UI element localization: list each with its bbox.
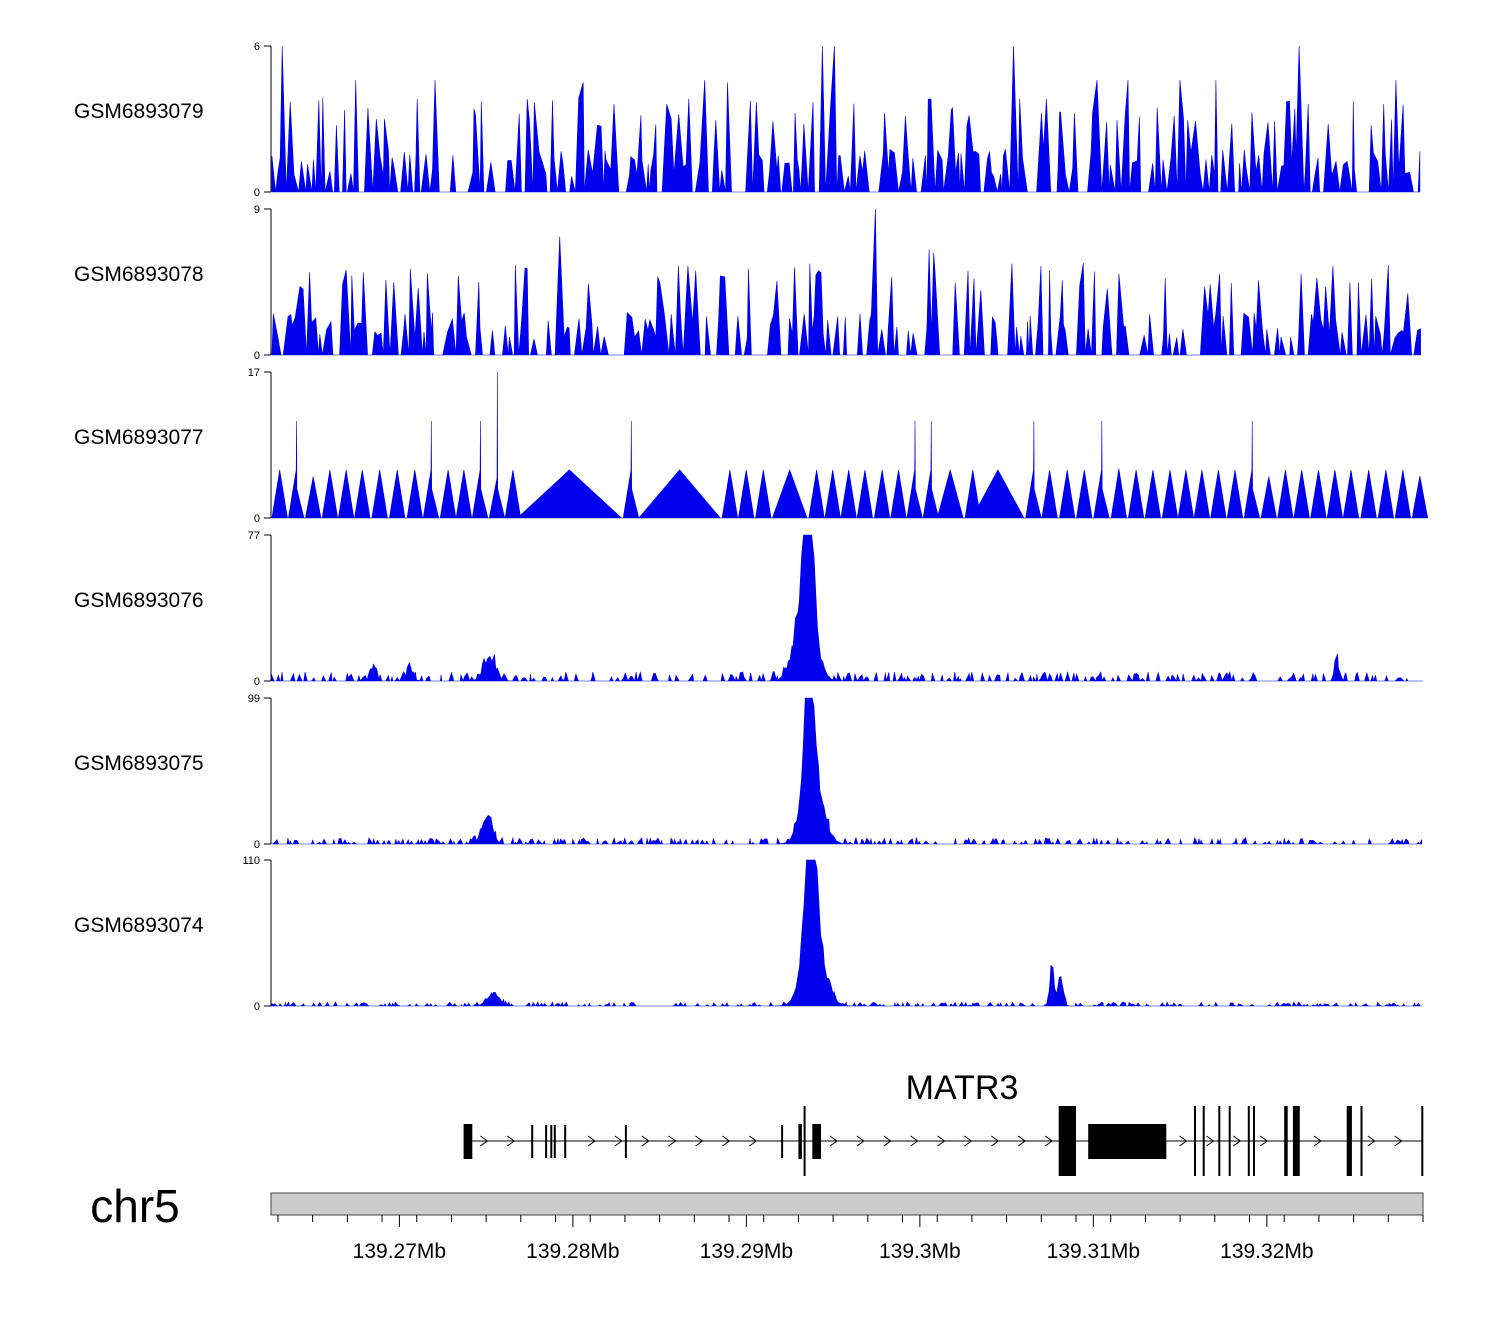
y-axis-min-label: 0	[254, 350, 260, 362]
y-axis-max-label: 17	[248, 367, 260, 379]
track-label: GSM6893076	[74, 589, 204, 612]
exon	[781, 1125, 784, 1158]
exon	[1292, 1106, 1300, 1176]
y-axis-min-label: 0	[254, 513, 260, 525]
y-axis-min-label: 0	[254, 839, 260, 851]
strand-arrow	[722, 1135, 731, 1147]
exon	[545, 1125, 548, 1158]
track-GSM6893076: GSM6893076 77 0	[74, 530, 1423, 688]
strand-arrow	[1313, 1135, 1322, 1147]
x-tick-label: 139.27Mb	[353, 1240, 446, 1263]
exon	[803, 1106, 806, 1176]
coverage-area	[271, 534, 1423, 683]
track-GSM6893075: GSM6893075 99 0	[74, 693, 1422, 851]
strand-arrow	[1044, 1135, 1053, 1147]
track-GSM6893079: GSM6893079 6 0	[74, 41, 1421, 199]
strand-arrow	[829, 1135, 838, 1147]
strand-arrow	[1367, 1135, 1376, 1147]
exon	[1284, 1106, 1288, 1176]
strand-arrow	[668, 1135, 677, 1147]
coverage-tracks: GSM689307960GSM689307890GSM6893077170GSM…	[74, 41, 1429, 1013]
strand-arrow	[1233, 1135, 1242, 1147]
y-axis-min-label: 0	[254, 187, 260, 199]
exon	[1421, 1106, 1424, 1176]
track-GSM6893078: GSM6893078 9 0	[74, 204, 1421, 362]
strand-arrow	[641, 1135, 650, 1147]
track-label: GSM6893077	[74, 426, 204, 449]
genome-axis-ticks: 139.27Mb 139.28Mb 139.29Mb 139.3Mb 139.31Mb 1…	[277, 1215, 1424, 1263]
track-label: GSM6893074	[74, 914, 204, 937]
exon	[550, 1125, 553, 1158]
coverage-area	[271, 45, 1421, 193]
exon	[1202, 1106, 1205, 1176]
y-axis-max-label: 6	[254, 41, 260, 53]
strand-arrow	[587, 1135, 596, 1147]
strand-arrow	[1259, 1135, 1269, 1147]
strand-arrow	[480, 1135, 489, 1147]
strand-arrow	[506, 1135, 516, 1147]
exon	[564, 1125, 567, 1158]
gene-annotation-track: MATR3	[463, 1069, 1424, 1176]
gene-name-label: MATR3	[906, 1069, 1019, 1107]
exon	[812, 1124, 821, 1159]
y-axis-min-label: 0	[254, 1001, 260, 1013]
strand-arrow	[614, 1135, 623, 1147]
x-tick-label: 139.28Mb	[526, 1240, 619, 1263]
y-axis-max-label: 9	[254, 204, 260, 216]
exon	[553, 1125, 556, 1158]
x-tick-label: 139.3Mb	[879, 1240, 961, 1263]
exon	[1058, 1106, 1076, 1176]
exon	[798, 1124, 802, 1159]
strand-arrow	[883, 1135, 892, 1147]
strand-arrow	[1017, 1135, 1027, 1147]
strand-arrow	[1394, 1135, 1403, 1147]
coverage-area	[271, 208, 1421, 356]
coverage-area	[271, 697, 1422, 846]
y-axis-min-label: 0	[254, 676, 260, 688]
strand-arrow	[964, 1135, 973, 1147]
strand-arrow	[695, 1135, 704, 1147]
y-axis-max-label: 99	[248, 693, 260, 705]
x-tick-label: 139.32Mb	[1220, 1240, 1313, 1263]
y-axis-max-label: 77	[248, 530, 260, 542]
exon	[1228, 1106, 1231, 1176]
track-label: GSM6893075	[74, 752, 204, 775]
exon	[1088, 1124, 1167, 1159]
strand-arrow	[1206, 1135, 1215, 1147]
exon	[1346, 1106, 1352, 1176]
strand-arrow	[856, 1135, 865, 1147]
exon	[624, 1125, 627, 1158]
exon	[463, 1124, 473, 1159]
exon	[1253, 1106, 1255, 1176]
coverage-area	[271, 859, 1422, 1007]
strand-arrow	[937, 1135, 946, 1147]
exon	[1247, 1106, 1250, 1176]
exon	[1360, 1106, 1363, 1176]
coverage-area	[271, 371, 1429, 519]
exon	[1218, 1106, 1221, 1176]
track-label: GSM6893078	[74, 263, 204, 286]
x-tick-label: 139.31Mb	[1047, 1240, 1140, 1263]
strand-arrow	[910, 1135, 919, 1147]
exon	[1194, 1106, 1196, 1176]
strand-arrow	[749, 1135, 758, 1147]
track-GSM6893077: GSM6893077 17 0	[74, 367, 1429, 525]
y-axis-max-label: 110	[242, 855, 260, 867]
track-label: GSM6893079	[74, 100, 204, 123]
track-GSM6893074: GSM6893074 110 0	[74, 855, 1422, 1013]
genome-axis-track: chr5 139.27Mb 139.28Mb 139.29Mb 139.3Mb 139.…	[90, 1180, 1424, 1263]
strand-arrow	[991, 1135, 1000, 1147]
strand-arrow	[1179, 1135, 1188, 1147]
chromosome-label: chr5	[90, 1180, 179, 1232]
x-tick-label: 139.29Mb	[700, 1240, 793, 1263]
chromosome-ideogram-bar	[270, 1192, 1424, 1216]
exon	[531, 1125, 534, 1158]
gene-model	[463, 1106, 1424, 1176]
